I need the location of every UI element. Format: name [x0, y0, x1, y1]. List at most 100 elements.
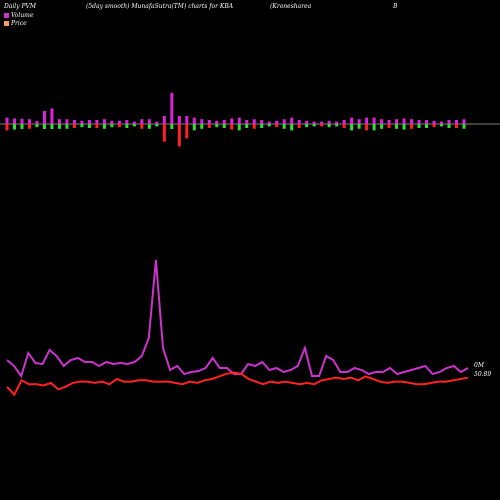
pvm-bar-up: [140, 119, 144, 124]
header-right2: B: [393, 3, 398, 10]
pvm-bar-up: [222, 120, 226, 124]
pvm-bar-down: [207, 124, 211, 128]
pvm-bar-down: [432, 124, 436, 128]
pvm-bar-up: [410, 119, 414, 124]
header-left: Daily PVM: [4, 3, 37, 10]
pvm-bar-up: [252, 119, 256, 124]
pvm-bar-down: [192, 124, 196, 131]
pvm-bar-up: [95, 120, 99, 124]
pvm-bar-down: [297, 124, 301, 128]
pvm-bar-down: [402, 124, 406, 130]
pvm-bar-up: [305, 120, 309, 124]
pvm-bar-up: [267, 121, 271, 124]
pvm-bar-down: [350, 124, 354, 131]
pvm-bar-up: [380, 119, 384, 124]
pvm-bar-down: [365, 124, 369, 131]
pvm-bar-down: [395, 124, 399, 129]
pvm-bar-down: [125, 124, 129, 128]
pvm-bar-up: [162, 116, 166, 124]
pvm-bar-up: [357, 119, 361, 124]
pvm-bar-up: [447, 120, 451, 124]
pvm-bar-down: [5, 124, 9, 131]
pvm-bar-down: [117, 124, 121, 128]
pvm-bar-down: [327, 124, 331, 128]
pvm-bar-down: [162, 124, 166, 142]
pvm-bar-down: [290, 124, 294, 131]
pvm-bar-up: [110, 120, 114, 124]
pvm-bar-down: [275, 124, 279, 128]
pvm-bar-up: [155, 121, 159, 124]
pvm-bar-up: [290, 117, 294, 124]
pvm-bar-down: [252, 124, 256, 129]
pvm-bar-up: [27, 119, 31, 124]
pvm-bar-up: [312, 121, 316, 124]
pvm-bar-up: [117, 120, 121, 124]
pvm-bar-down: [215, 124, 219, 128]
pvm-bar-down: [147, 124, 151, 129]
pvm-bar-down: [410, 124, 414, 129]
pvm-bar-up: [260, 120, 264, 124]
pvm-bar-up: [237, 117, 241, 124]
pvm-bar-up: [65, 119, 69, 124]
pvm-bar-down: [260, 124, 264, 128]
price-value-label: 50.89: [474, 371, 491, 378]
pvm-bar-up: [87, 120, 91, 124]
pvm-bar-down: [380, 124, 384, 129]
pvm-bar-up: [417, 120, 421, 124]
pvm-bar-up: [5, 117, 9, 124]
pvm-bar-down: [27, 124, 31, 129]
pvm-bar-up: [57, 119, 61, 124]
pvm-bar-up: [50, 108, 54, 124]
pvm-bar-down: [50, 124, 54, 129]
pvm-bar-down: [57, 124, 61, 129]
pvm-bar-up: [177, 116, 181, 124]
pvm-bar-up: [462, 119, 466, 124]
pvm-bar-up: [320, 121, 324, 124]
pvm-bar-down: [245, 124, 249, 128]
pvm-bar-up: [20, 118, 24, 124]
pvm-bar-up: [35, 120, 39, 124]
pvm-bar-up: [402, 118, 406, 124]
pvm-bar-down: [387, 124, 391, 128]
pvm-bar-down: [417, 124, 421, 128]
pvm-bar-down: [185, 124, 189, 139]
pvm-bar-down: [312, 124, 316, 127]
pvm-bar-up: [72, 120, 76, 124]
pvm-bar-down: [462, 124, 466, 129]
pvm-bar-down: [155, 124, 159, 127]
pvm-bar-up: [102, 119, 106, 124]
pvm-bar-up: [245, 120, 249, 124]
volume-line: [6, 259, 469, 379]
pvm-bar-down: [342, 124, 346, 128]
pvm-bar-down: [237, 124, 241, 131]
pvm-bar-down: [170, 124, 174, 129]
pvm-bar-down: [65, 124, 69, 129]
pvm-bar-up: [365, 117, 369, 124]
pvm-bar-down: [455, 124, 459, 128]
pvm-bar-up: [132, 121, 136, 124]
pvm-bar-up: [125, 120, 129, 124]
pvm-bar-down: [177, 124, 181, 147]
legend-swatch-price: [4, 20, 9, 26]
pvm-bar-down: [425, 124, 429, 128]
pvm-bar-up: [350, 117, 354, 124]
pvm-bar-down: [72, 124, 76, 128]
pvm-bar-down: [42, 124, 46, 129]
legend: Volume Price: [4, 11, 33, 27]
pvm-bar-up: [282, 119, 286, 124]
pvm-bar-down: [282, 124, 286, 129]
pvm-bar-up: [207, 120, 211, 124]
pvm-bar-down: [12, 124, 16, 130]
pvm-bar-up: [297, 120, 301, 124]
pvm-bar-down: [140, 124, 144, 129]
pvm-bar-up: [395, 119, 399, 124]
pvm-bar-up: [372, 117, 376, 124]
pvm-bar-down: [357, 124, 361, 129]
header-middle: (5day smooth) MunafaSutra(TM) charts for…: [86, 3, 234, 10]
pvm-bar-up: [230, 118, 234, 124]
pvm-bar-down: [102, 124, 106, 129]
legend-item-price: Price: [4, 19, 33, 27]
pvm-bar-up: [185, 116, 189, 124]
pvm-bar-up: [440, 121, 444, 124]
